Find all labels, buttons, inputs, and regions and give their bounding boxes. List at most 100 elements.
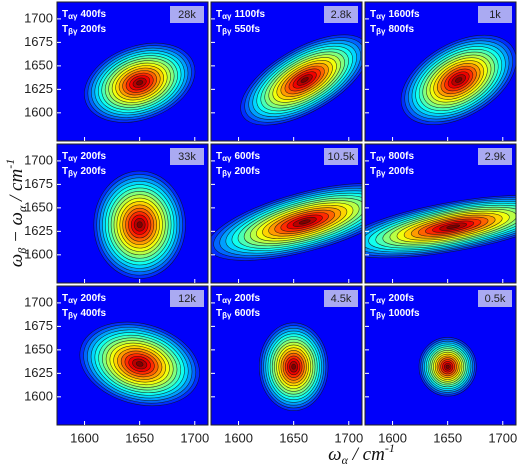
axis-label-part: α [15, 205, 29, 212]
delay-label: Tβγ 200fs [370, 166, 414, 178]
delay-symbol: T [370, 308, 376, 319]
max-label-box [170, 6, 204, 23]
x-tick-label: 1700 [180, 430, 209, 445]
y-tick-label: 1700 [24, 294, 53, 309]
max-label: 10.5k [328, 151, 355, 163]
delay-subscript: αγ [68, 154, 78, 163]
delay-label: Tαγ 200fs [62, 293, 106, 305]
delay-label: Tαγ 200fs [62, 151, 106, 163]
y-tick-label: 1675 [24, 176, 53, 191]
delay-label: Tβγ 200fs [216, 166, 260, 178]
delay-subscript: αγ [376, 296, 386, 305]
delay-subscript: αγ [68, 12, 78, 21]
panel-frame [364, 143, 517, 284]
delay-subscript: βγ [376, 169, 386, 178]
max-label-box [478, 148, 512, 165]
panel-frame [56, 1, 209, 142]
delay-subscript: αγ [222, 12, 232, 21]
panel-frame [364, 285, 517, 426]
y-label: ωβ − ωα / cm-1 [3, 159, 29, 267]
delay-symbol: T [370, 24, 376, 35]
max-label-box [170, 148, 204, 165]
panel [57, 2, 208, 141]
delay-subscript: βγ [222, 169, 232, 178]
max-label: 2.8k [331, 9, 352, 21]
x-tick-label: 1700 [334, 430, 363, 445]
y-tick-label: 1675 [24, 34, 53, 49]
max-label: 12k [178, 293, 196, 305]
panel [57, 144, 208, 283]
y-tick-label: 1600 [24, 104, 53, 119]
panel-frame [364, 1, 517, 142]
delay-value: 200fs [80, 293, 106, 304]
delay-label: Tαγ 200fs [216, 293, 260, 305]
panel [211, 144, 362, 283]
delay-symbol: T [216, 9, 222, 20]
max-label-box [324, 290, 358, 307]
delay-value: 200fs [80, 24, 106, 35]
delay-value: 200fs [234, 293, 260, 304]
delay-symbol: T [216, 308, 222, 319]
delay-subscript: βγ [68, 169, 78, 178]
axis-label-part: / cm [6, 169, 27, 206]
panel-frame [210, 143, 363, 284]
contour-level [300, 77, 309, 83]
panel-frame [210, 1, 363, 142]
delay-label: Tαγ 800fs [370, 151, 414, 163]
axis-label-part: α [342, 453, 349, 467]
y-tick-label: 1700 [24, 10, 53, 25]
axis-label-part: -1 [3, 159, 17, 169]
delay-value: 800fs [388, 24, 414, 35]
x-tick-label: 1650 [279, 430, 308, 445]
delay-value: 200fs [80, 151, 106, 162]
max-label: 33k [178, 151, 196, 163]
x-tick-label: 1650 [433, 430, 462, 445]
delay-label: Tβγ 200fs [62, 166, 106, 178]
delay-symbol: T [216, 166, 222, 177]
panel [365, 286, 516, 425]
delay-value: 550fs [234, 24, 260, 35]
axis-label-part: -1 [385, 441, 395, 455]
delay-label: Tβγ 200fs [62, 24, 106, 36]
delay-subscript: αγ [376, 154, 386, 163]
delay-symbol: T [62, 308, 68, 319]
x-tick-label: 1700 [488, 430, 517, 445]
max-label: 1k [489, 9, 501, 21]
delay-symbol: T [62, 293, 68, 304]
x-tick-label: 1650 [125, 430, 154, 445]
delay-symbol: T [62, 166, 68, 177]
delay-subscript: αγ [222, 154, 232, 163]
delay-subscript: βγ [376, 311, 386, 320]
contour-level [446, 224, 460, 229]
axis-label-part: ω [6, 254, 27, 267]
delay-subscript: αγ [68, 296, 78, 305]
delay-symbol: T [216, 24, 222, 35]
delay-subscript: βγ [68, 311, 78, 320]
delay-symbol: T [370, 151, 376, 162]
contour-level [455, 77, 463, 83]
delay-value: 200fs [234, 166, 260, 177]
axis-label-part: ω [328, 444, 341, 465]
max-label: 4.5k [331, 293, 352, 305]
delay-value: 200fs [388, 166, 414, 177]
delay-value: 600fs [234, 151, 260, 162]
y-tick-label: 1650 [24, 57, 53, 72]
max-label-box [324, 6, 358, 23]
delay-value: 200fs [80, 166, 106, 177]
panel [57, 286, 208, 425]
panel-frame [210, 285, 363, 426]
y-tick-label: 1650 [24, 199, 53, 214]
delay-label: Tαγ 1600fs [370, 9, 420, 21]
contour-level [135, 361, 144, 367]
delay-value: 400fs [80, 308, 106, 319]
delay-label: Tαγ 600fs [216, 151, 260, 163]
delay-label: Tβγ 400fs [62, 308, 106, 320]
delay-subscript: αγ [376, 12, 386, 21]
delay-symbol: T [370, 9, 376, 20]
contour-level [136, 80, 144, 86]
contour-level [445, 364, 450, 369]
delay-value: 200fs [388, 293, 414, 304]
delay-label: Tβγ 550fs [216, 24, 260, 36]
delay-label: Tαγ 200fs [370, 293, 414, 305]
delay-subscript: βγ [222, 27, 232, 36]
